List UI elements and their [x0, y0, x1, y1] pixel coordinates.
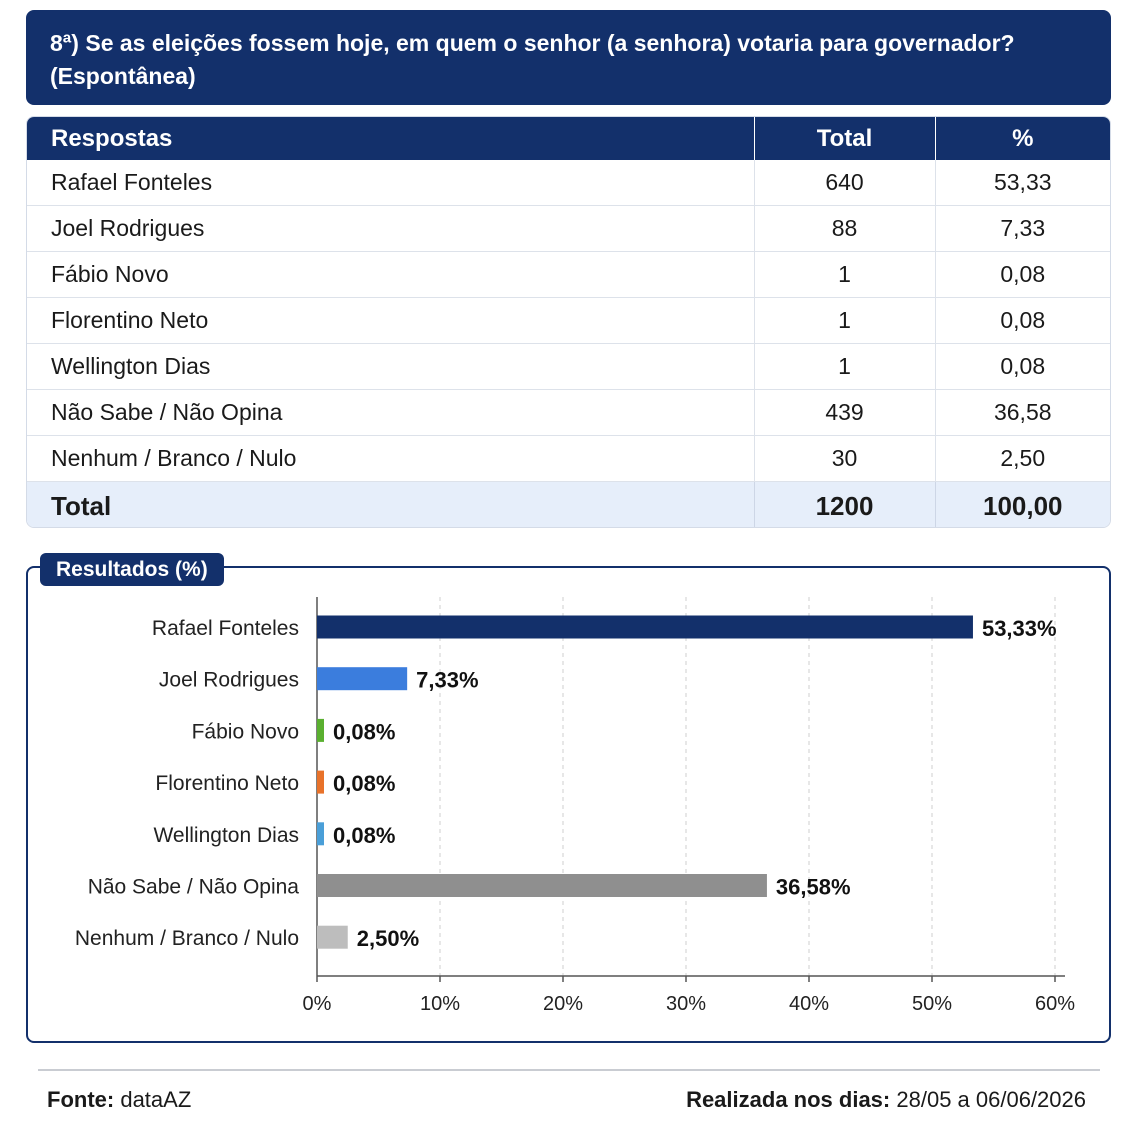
x-tick-label: 60%	[1035, 993, 1075, 1015]
x-tick-label: 40%	[789, 993, 829, 1015]
table-row: Florentino Neto 1 0,08	[27, 297, 1110, 344]
bar	[317, 770, 324, 794]
question-subtitle: (Espontânea)	[50, 63, 196, 89]
row-name: Wellington Dias	[27, 343, 754, 390]
category-label: Florentino Neto	[155, 772, 299, 795]
question-text: 8ª) Se as eleições fossem hoje, em quem …	[50, 30, 1015, 56]
row-name: Joel Rodrigues	[27, 205, 754, 252]
footer-source: Fonte: dataAZ	[47, 1087, 191, 1113]
bar	[317, 925, 348, 949]
table-row: Fábio Novo 1 0,08	[27, 251, 1110, 298]
source-value: dataAZ	[120, 1087, 192, 1112]
total-count: 1200	[753, 481, 935, 527]
category-label: Nenhum / Branco / Nulo	[75, 927, 299, 950]
table-row: Nenhum / Branco / Nulo 30 2,50	[27, 435, 1110, 482]
value-label: 0,08%	[333, 719, 395, 744]
row-percent: 53,33	[934, 160, 1110, 206]
source-label: Fonte:	[47, 1087, 115, 1112]
row-name: Fábio Novo	[27, 251, 754, 298]
value-label: 2,50%	[357, 926, 419, 951]
table-row: Wellington Dias 1 0,08	[27, 343, 1110, 390]
question-header: 8ª) Se as eleições fossem hoje, em quem …	[26, 10, 1111, 105]
bar	[317, 615, 973, 639]
footer-divider	[38, 1069, 1100, 1071]
chart-title: Resultados (%)	[40, 553, 224, 586]
category-label: Rafael Fonteles	[152, 617, 299, 640]
category-label: Wellington Dias	[153, 824, 299, 847]
row-total: 30	[753, 435, 935, 482]
date-label: Realizada nos dias:	[686, 1087, 891, 1112]
row-total: 1	[753, 343, 935, 390]
footer-date: Realizada nos dias: 28/05 a 06/06/2026	[686, 1087, 1086, 1113]
row-percent: 0,08	[934, 343, 1110, 390]
bar	[317, 822, 324, 846]
row-percent: 36,58	[934, 389, 1110, 436]
x-tick-label: 50%	[912, 993, 952, 1015]
row-percent: 7,33	[934, 205, 1110, 252]
x-tick-label: 20%	[543, 993, 583, 1015]
total-label: Total	[27, 481, 754, 527]
value-label: 7,33%	[416, 668, 478, 693]
table-row: Não Sabe / Não Opina 439 36,58	[27, 389, 1110, 436]
category-label: Joel Rodrigues	[159, 669, 299, 692]
category-label: Não Sabe / Não Opina	[88, 876, 300, 899]
row-name: Nenhum / Branco / Nulo	[27, 435, 754, 482]
row-total: 1	[753, 251, 935, 298]
column-header-respostas: Respostas	[27, 117, 754, 160]
x-tick-label: 0%	[303, 993, 332, 1015]
table-row: Joel Rodrigues 88 7,33	[27, 205, 1110, 252]
table-total-row: Total 1200 100,00	[27, 481, 1110, 527]
bar	[317, 874, 767, 897]
bar	[317, 667, 408, 691]
value-label: 53,33%	[982, 616, 1057, 641]
column-header-total: Total	[753, 117, 935, 160]
row-total: 640	[753, 160, 935, 206]
row-name: Rafael Fonteles	[51, 169, 213, 195]
column-header-percent: %	[934, 117, 1110, 160]
row-total: 1	[753, 297, 935, 344]
x-tick-label: 30%	[666, 993, 706, 1015]
x-tick-label: 10%	[420, 993, 460, 1015]
row-total: 439	[753, 389, 935, 436]
row-name: Florentino Neto	[27, 297, 754, 344]
table-header-row: Respostas Total %	[27, 117, 1110, 160]
row-name: Não Sabe / Não Opina	[27, 389, 754, 436]
date-value: 28/05 a 06/06/2026	[896, 1087, 1086, 1112]
bar	[317, 718, 324, 742]
chart-panel	[26, 566, 1111, 1043]
total-percent: 100,00	[934, 481, 1110, 527]
value-label: 36,58%	[776, 875, 851, 900]
value-label: 0,08%	[333, 771, 395, 796]
table-row: Rafael Fonteles 640 53,33	[27, 160, 1110, 206]
category-label: Fábio Novo	[192, 720, 299, 743]
row-total: 88	[753, 205, 935, 252]
row-percent: 0,08	[934, 251, 1110, 298]
results-table: Respostas Total % Rafael Fonteles 640 53…	[26, 116, 1111, 528]
value-label: 0,08%	[333, 823, 395, 848]
row-percent: 0,08	[934, 297, 1110, 344]
row-percent: 2,50	[934, 435, 1110, 482]
